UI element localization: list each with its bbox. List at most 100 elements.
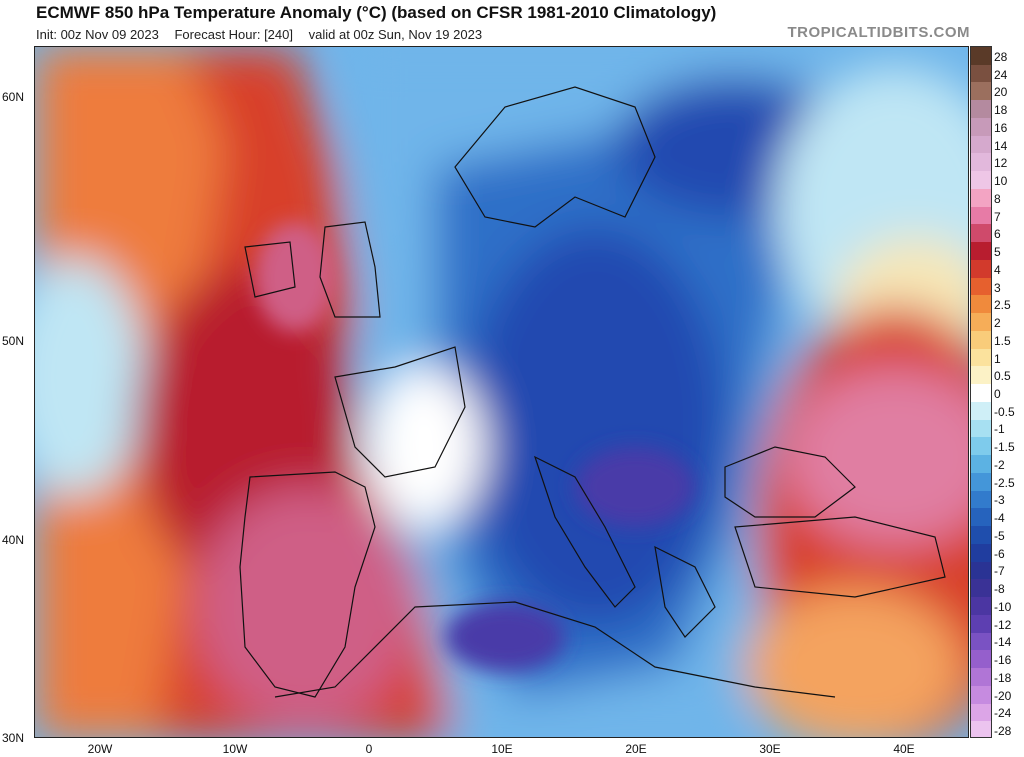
lon-label-20e: 20E: [625, 742, 647, 756]
colorbar-swatch: [971, 721, 991, 737]
black-sea-coast: [724, 446, 856, 518]
colorbar-swatch: [971, 242, 991, 261]
colorbar-swatch: [971, 561, 991, 581]
colorbar-tick-label: -20: [994, 688, 1012, 703]
colorbar-swatch: [971, 614, 991, 634]
turkey-coast: [734, 516, 946, 598]
lat-label-40n: 40N: [2, 533, 25, 547]
colorbar-tick-label: 1: [994, 351, 1001, 366]
init-time: Init: 00z Nov 09 2023: [36, 27, 159, 42]
coastlines: [239, 86, 946, 698]
colorbar-swatch: [971, 206, 991, 226]
anomaly-map: [35, 47, 968, 737]
colorbar-tick-label: -24: [994, 706, 1012, 721]
chart-title: ECMWF 850 hPa Temperature Anomaly (°C) (…: [36, 3, 717, 22]
colorbar-swatch: [971, 668, 991, 687]
colorbar-swatch: [971, 703, 991, 723]
lat-label-60n: 60N: [2, 90, 25, 104]
colorbar-tick-label: 5: [994, 245, 1001, 260]
colorbar-tick-label: -28: [994, 724, 1012, 739]
britain-coast: [319, 221, 381, 318]
france-coast: [334, 346, 466, 478]
colorbar-swatch: [971, 685, 991, 705]
colorbar-tick-label: -5: [994, 528, 1005, 543]
colorbar-tick-label: -1: [994, 422, 1005, 437]
colorbar-tick-label: 24: [994, 67, 1008, 82]
forecast-hour: Forecast Hour: [240]: [174, 27, 293, 42]
lat-label-30n: 30N: [2, 731, 25, 745]
colorbar-tick-label: -7: [994, 564, 1005, 579]
north-africa-coast: [274, 601, 836, 698]
colorbar-tick-label: -8: [994, 582, 1005, 597]
colorbar-tick-label: 4: [994, 262, 1001, 277]
lon-label-30e: 30E: [759, 742, 781, 756]
map-area[interactable]: [34, 46, 969, 738]
lon-label-20w: 20W: [87, 742, 113, 756]
colorbar-tick-label: -12: [994, 617, 1012, 632]
colorbar-swatch: [971, 650, 991, 670]
colorbar-tick-label: -6: [994, 546, 1005, 561]
british-isles-warm: [255, 222, 335, 332]
colorbar-tick-label: -3: [994, 493, 1005, 508]
colorbar-tick-label: 10: [994, 174, 1008, 189]
colorbar-swatch: [971, 508, 991, 528]
colorbar-tick-label: 0.5: [994, 369, 1011, 384]
europe-coldest-core: [465, 227, 725, 627]
colorbar-swatch: [971, 295, 991, 315]
chart-subtitle: Init: 00z Nov 09 2023 Forecast Hour: [24…: [36, 27, 494, 42]
colorbar-tick-label: 1.5: [994, 333, 1011, 348]
lon-label-10w: 10W: [222, 742, 248, 756]
italy-coast: [533, 455, 636, 608]
colorbar-tick-label: -2.5: [994, 475, 1015, 490]
colorbar-swatch: [971, 366, 991, 386]
colorbar-tick-label: 18: [994, 103, 1008, 118]
colorbar-swatch: [971, 579, 991, 599]
colorbar-tick-label: -2: [994, 457, 1005, 472]
lat-label-50n: 50N: [2, 334, 25, 348]
colorbar-swatch: [971, 117, 991, 137]
colorbar-swatch: [971, 490, 991, 510]
colorbar-labels: 28 24 20 18 16 14 12 10 8 7 6 5 4 3 2.5 2 1.5 1 0.5 0 -0.5 -1…: [994, 46, 1024, 738]
colorbar-tick-label: 20: [994, 85, 1008, 100]
black-sea-hot-region: [785, 367, 968, 547]
colorbar-swatch: [971, 135, 991, 155]
colorbar-swatch: [971, 384, 991, 403]
colorbar-swatch: [971, 153, 991, 173]
colorbar-swatch: [971, 526, 991, 545]
colorbar-swatch: [971, 224, 991, 244]
colorbar-tick-label: 16: [994, 120, 1008, 135]
colorbar-tick-label: -14: [994, 635, 1012, 650]
colorbar-tick-label: 3: [994, 280, 1001, 295]
colorbar-swatch: [971, 401, 991, 421]
france-neutral-patch: [365, 367, 485, 527]
lon-label-10e: 10E: [491, 742, 513, 756]
colorbar-tick-label: -0.5: [994, 404, 1015, 419]
colorbar-swatch: [971, 100, 991, 119]
colorbar-swatch: [971, 64, 991, 84]
colorbar-tick-label: 14: [994, 138, 1008, 153]
colorbar-tick-label: 6: [994, 227, 1001, 242]
balkan-coldest-patch: [575, 447, 695, 527]
colorbar-tick-label: -4: [994, 511, 1005, 526]
colorbar-swatch: [971, 277, 991, 297]
colorbar-tick-label: -10: [994, 599, 1012, 614]
colorbar-swatch: [971, 313, 991, 332]
levant-warmish-region: [745, 587, 965, 737]
colorbar-swatch: [971, 259, 991, 279]
valid-time: valid at 00z Sun, Nov 19 2023: [308, 27, 483, 42]
greece-coast: [654, 545, 716, 638]
colorbar-swatch: [971, 543, 991, 563]
scandinavia-coast: [454, 86, 656, 228]
colorbar-swatch: [971, 455, 991, 474]
colorbar-tick-label: 7: [994, 209, 1001, 224]
watermark: TROPICALTIDBITS.COM: [787, 24, 970, 41]
lon-label-40e: 40E: [893, 742, 915, 756]
colorbar-swatch: [971, 47, 991, 66]
atlantic-cool-patch: [35, 257, 145, 497]
lon-label-0: 0: [365, 742, 373, 756]
colorbar-tick-label: -18: [994, 670, 1012, 685]
colorbar-swatch: [971, 472, 991, 492]
colorbar-tick-label: 28: [994, 49, 1008, 64]
colorbar: [970, 46, 992, 738]
colorbar-swatch: [971, 82, 991, 102]
